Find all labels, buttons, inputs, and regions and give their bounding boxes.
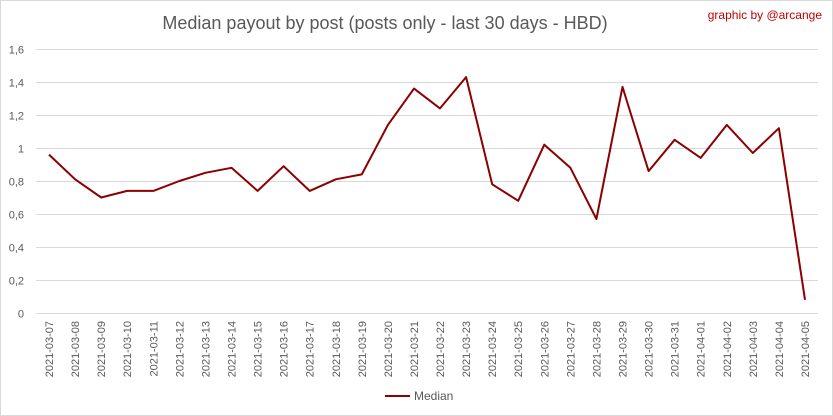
x-tick-label: 2021-03-26 [539, 321, 551, 377]
x-tick-label: 2021-03-17 [305, 321, 317, 377]
y-tick-label: 1 [18, 144, 24, 156]
x-tick-label: 2021-03-22 [435, 321, 447, 377]
x-tick-label: 2021-03-27 [565, 321, 577, 377]
x-tick-label: 2021-03-16 [279, 321, 291, 377]
x-tick-label: 2021-03-20 [383, 321, 395, 377]
y-tick-label: 0,2 [9, 276, 24, 288]
x-tick-label: 2021-03-29 [618, 321, 630, 377]
x-axis: 2021-03-07 2021-03-08 2021-03-09 2021-03-10… [44, 321, 812, 377]
x-tick-label: 2021-04-03 [748, 321, 760, 377]
legend-label: Median [414, 389, 453, 403]
x-tick-label: 2021-03-07 [44, 321, 56, 377]
x-tick-label: 2021-04-01 [696, 321, 708, 377]
x-tick-label: 2021-03-11 [148, 321, 160, 376]
x-tick-label: 2021-03-28 [591, 321, 603, 377]
chart-title: Median payout by post (posts only - last… [162, 13, 607, 33]
x-tick-label: 2021-03-14 [227, 321, 239, 377]
y-tick-label: 1,6 [9, 45, 24, 57]
x-tick-label: 2021-03-31 [670, 321, 682, 377]
y-tick-label: 0,6 [9, 210, 24, 222]
x-tick-label: 2021-03-13 [200, 321, 212, 377]
x-tick-label: 2021-03-10 [122, 321, 134, 377]
x-tick-label: 2021-04-02 [722, 321, 734, 377]
legend: Median [385, 389, 453, 403]
y-tick-label: 0 [18, 309, 24, 321]
x-tick-label: 2021-03-15 [253, 321, 265, 377]
x-tick-label: 2021-03-09 [96, 321, 108, 377]
x-tick-label: 2021-03-30 [644, 321, 656, 377]
y-tick-label: 0,8 [9, 177, 24, 189]
y-tick-label: 0,4 [9, 243, 24, 255]
x-tick-label: 2021-04-04 [774, 321, 786, 377]
x-tick-label: 2021-03-21 [409, 321, 421, 377]
x-tick-label: 2021-03-18 [331, 321, 343, 377]
y-axis: 0 0,2 0,4 0,6 0,8 1 1,2 1,4 1,6 [9, 45, 24, 321]
x-tick-label: 2021-03-12 [174, 321, 186, 377]
x-tick-label: 2021-03-23 [461, 321, 473, 377]
series-line-median [48, 76, 806, 300]
x-tick-label: 2021-03-25 [513, 321, 525, 377]
x-tick-label: 2021-03-19 [357, 321, 369, 377]
x-tick-label: 2021-03-24 [487, 321, 499, 377]
x-tick-label: 2021-04-05 [800, 321, 812, 377]
y-tick-label: 1,4 [9, 78, 24, 90]
series-layer [48, 76, 806, 300]
y-tick-label: 1,2 [9, 111, 24, 123]
x-tick-label: 2021-03-08 [70, 321, 82, 377]
credit-label: graphic by @arcange [708, 8, 823, 22]
